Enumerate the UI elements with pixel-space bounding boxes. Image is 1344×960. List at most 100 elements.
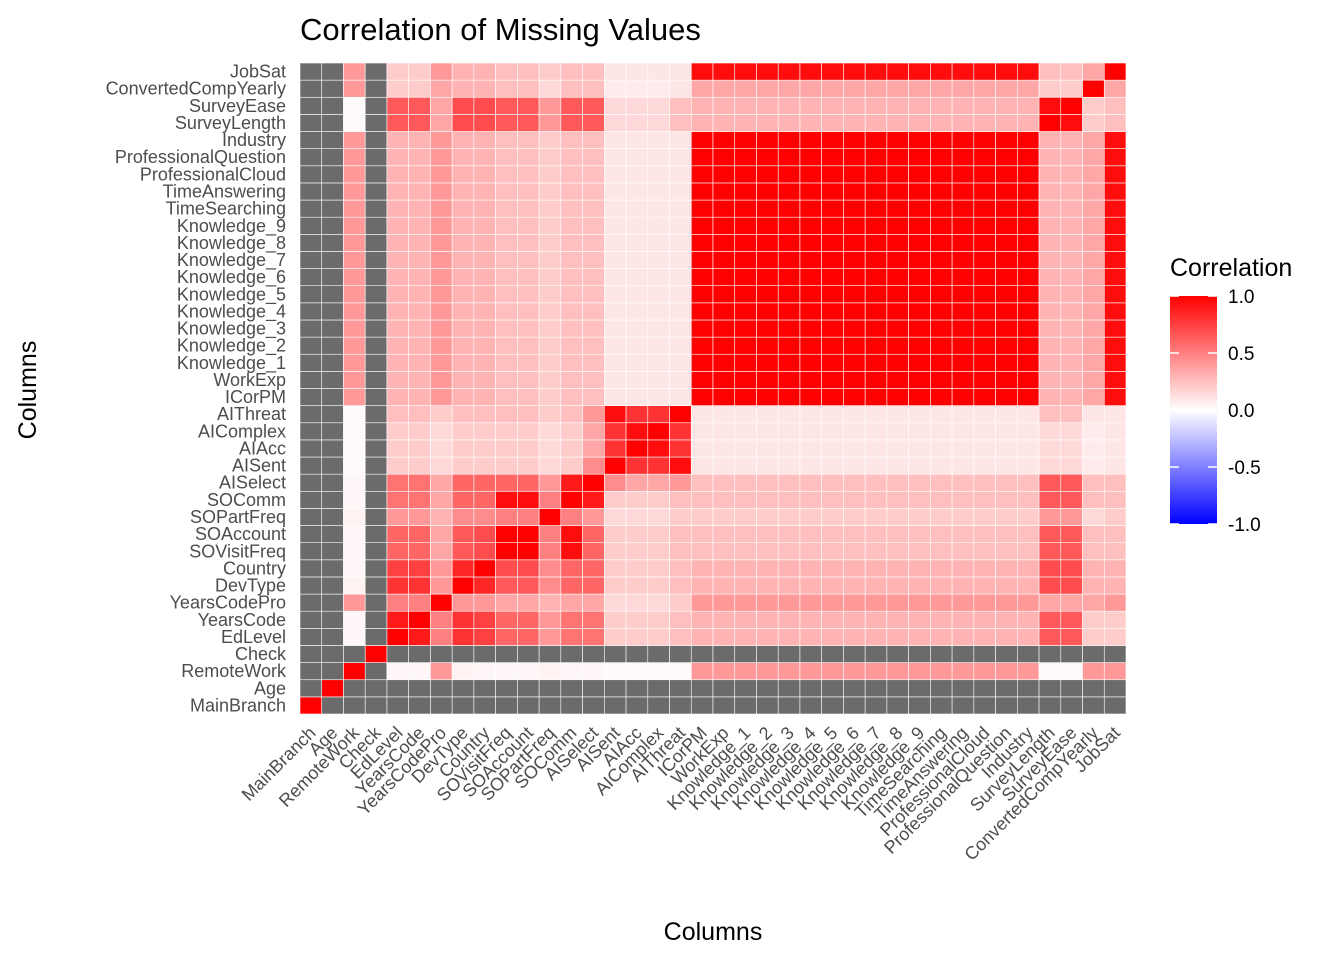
- heatmap-cell: [1082, 268, 1105, 287]
- heatmap-cell: [690, 696, 714, 715]
- heatmap-cell: [1038, 405, 1062, 424]
- heatmap-cell: [538, 508, 562, 526]
- heatmap-cell: [951, 216, 975, 235]
- heatmap-cell: [886, 251, 909, 269]
- heatmap-cell: [473, 62, 496, 81]
- heatmap-cell: [1082, 593, 1105, 612]
- heatmap-cell: [1103, 508, 1127, 526]
- y-tick-label: Country: [223, 558, 286, 578]
- heatmap-cell: [712, 508, 736, 526]
- heatmap-cell: [995, 593, 1018, 612]
- heatmap-cell: [299, 490, 323, 509]
- heatmap-cell: [1038, 508, 1062, 526]
- heatmap-cell: [517, 234, 540, 252]
- heatmap-cell: [756, 473, 779, 492]
- heatmap-cell: [625, 405, 649, 424]
- heatmap-cell: [843, 251, 866, 269]
- heatmap-cell: [582, 490, 605, 509]
- heatmap-cell: [712, 234, 736, 252]
- heatmap-cell: [386, 422, 409, 441]
- heatmap-cell: [517, 96, 540, 115]
- heatmap-cell: [1060, 559, 1083, 578]
- heatmap-cell: [517, 216, 540, 235]
- heatmap-cell: [995, 490, 1018, 509]
- heatmap-cell: [973, 199, 996, 218]
- heatmap-cell: [582, 559, 605, 578]
- heatmap-cell: [712, 268, 736, 287]
- heatmap-cell: [799, 696, 822, 715]
- heatmap-cell: [538, 302, 562, 321]
- heatmap-cell: [777, 593, 801, 612]
- heatmap-cell: [669, 542, 692, 561]
- heatmap-cell: [843, 645, 866, 663]
- heatmap-cell: [408, 610, 431, 629]
- heatmap-cell: [690, 628, 714, 646]
- heatmap-cell: [430, 422, 453, 441]
- heatmap-cell: [1103, 114, 1127, 132]
- heatmap-cell: [712, 576, 736, 595]
- heatmap-cell: [647, 422, 670, 441]
- heatmap-cell: [821, 131, 844, 149]
- heatmap-cell: [995, 199, 1018, 218]
- heatmap-cell: [756, 490, 779, 509]
- heatmap-cell: [712, 679, 736, 698]
- heatmap-cell: [712, 131, 736, 149]
- heatmap-cell: [1103, 593, 1127, 612]
- heatmap-cell: [1060, 371, 1083, 389]
- heatmap-cell: [799, 559, 822, 578]
- heatmap-cell: [582, 353, 605, 372]
- heatmap-cell: [299, 371, 323, 389]
- heatmap-cell: [1060, 405, 1083, 424]
- heatmap-cell: [712, 662, 736, 681]
- heatmap-cell: [669, 114, 692, 132]
- heatmap-cell: [495, 559, 518, 578]
- heatmap-cell: [1017, 542, 1040, 561]
- heatmap-cell: [517, 131, 540, 149]
- heatmap-cell: [343, 508, 366, 526]
- heatmap-cell: [538, 114, 562, 132]
- heatmap-cell: [864, 319, 888, 338]
- heatmap-cell: [343, 182, 366, 201]
- heatmap-cell: [1038, 353, 1062, 372]
- heatmap-cell: [647, 559, 670, 578]
- heatmap-cell: [473, 439, 496, 458]
- heatmap-cell: [712, 62, 736, 81]
- heatmap-cell: [821, 542, 844, 561]
- heatmap-cell: [408, 251, 431, 269]
- heatmap-cell: [625, 490, 649, 509]
- heatmap-cell: [756, 182, 779, 201]
- heatmap-cell: [495, 114, 518, 132]
- heatmap-cell: [690, 268, 714, 287]
- heatmap-cell: [821, 79, 844, 98]
- heatmap-cell: [451, 576, 475, 595]
- heatmap-cell: [647, 302, 670, 321]
- heatmap-cell: [299, 542, 323, 561]
- heatmap-cell: [756, 251, 779, 269]
- heatmap-cell: [995, 559, 1018, 578]
- heatmap-cell: [951, 662, 975, 681]
- heatmap-cell: [560, 696, 583, 715]
- heatmap-cell: [864, 353, 888, 372]
- heatmap-cell: [712, 199, 736, 218]
- heatmap-cell: [495, 182, 518, 201]
- heatmap-cell: [930, 610, 953, 629]
- heatmap-cell: [777, 114, 801, 132]
- heatmap-cell: [625, 165, 649, 184]
- heatmap-cell: [669, 353, 692, 372]
- heatmap-cell: [864, 388, 888, 406]
- heatmap-cell: [473, 696, 496, 715]
- heatmap-cell: [690, 439, 714, 458]
- heatmap-cell: [756, 388, 779, 406]
- heatmap-cell: [1017, 508, 1040, 526]
- heatmap-cell: [756, 199, 779, 218]
- heatmap-cell: [495, 268, 518, 287]
- y-tick-label: Knowledge_7: [177, 250, 286, 271]
- heatmap-cell: [560, 353, 583, 372]
- heatmap-cell: [886, 473, 909, 492]
- y-tick-labels: MainBranchAgeRemoteWorkCheckEdLevelYears…: [106, 62, 287, 716]
- heatmap-cell: [321, 62, 344, 81]
- heatmap-cell: [473, 199, 496, 218]
- legend-tick-label: 0.5: [1228, 344, 1254, 365]
- heatmap-cell: [951, 456, 975, 475]
- heatmap-cell: [669, 508, 692, 526]
